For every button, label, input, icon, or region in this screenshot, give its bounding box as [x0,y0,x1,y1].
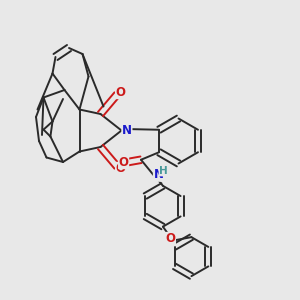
Text: O: O [116,162,126,176]
Text: O: O [165,232,176,245]
Text: N: N [153,168,164,181]
Text: H: H [159,166,168,176]
Text: O: O [118,156,129,169]
Text: N: N [122,124,132,137]
Text: O: O [116,85,126,99]
